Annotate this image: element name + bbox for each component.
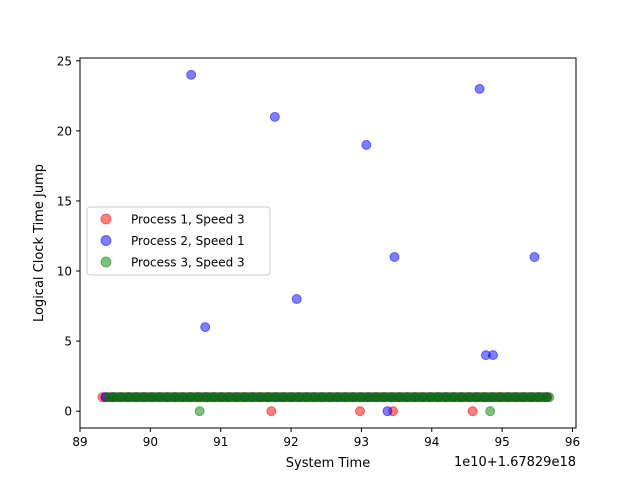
y-axis-label: Logical Clock Time Jump bbox=[32, 164, 47, 322]
x-tick-label: 95 bbox=[494, 435, 509, 449]
data-point-series-2 bbox=[474, 83, 485, 94]
x-axis-label: System Time bbox=[286, 456, 370, 471]
data-point-series-2 bbox=[382, 406, 393, 417]
data-point-series-2 bbox=[361, 139, 372, 150]
x-tick-label: 94 bbox=[424, 435, 439, 449]
data-point-series-2 bbox=[389, 252, 400, 263]
legend-frame bbox=[86, 206, 271, 276]
legend-label: Process 3, Speed 3 bbox=[131, 256, 245, 270]
y-axis-ticks: 0 5 10 15 20 25 bbox=[57, 54, 80, 419]
y-tick-label: 15 bbox=[57, 194, 72, 208]
x-axis-offset-text: 1e10+1.67829e18 bbox=[454, 455, 576, 470]
x-tick-label: 92 bbox=[283, 435, 298, 449]
y-tick-label: 25 bbox=[57, 54, 72, 68]
data-point-series-1 bbox=[467, 406, 478, 417]
data-point-series-2 bbox=[186, 69, 197, 80]
legend-marker bbox=[100, 235, 112, 246]
y-tick-label: 0 bbox=[64, 405, 72, 419]
data-point-series-2 bbox=[487, 350, 498, 361]
legend: Process 1, Speed 3 Process 2, Speed 1 Proc… bbox=[86, 206, 271, 276]
data-point-series-3 bbox=[194, 406, 205, 417]
data-point-series-2 bbox=[269, 111, 280, 122]
data-point-series-1 bbox=[355, 406, 366, 417]
y-tick-label: 5 bbox=[64, 335, 72, 349]
legend-marker bbox=[100, 256, 112, 268]
x-tick-label: 90 bbox=[143, 435, 158, 449]
plot-frame bbox=[79, 57, 577, 429]
data-point-series-2 bbox=[291, 294, 302, 305]
legend-label: Process 2, Speed 1 bbox=[131, 234, 245, 248]
x-tick-label: 89 bbox=[72, 435, 87, 449]
y-tick-label: 20 bbox=[57, 124, 72, 138]
x-tick-label: 93 bbox=[354, 435, 369, 449]
data-points bbox=[97, 69, 555, 417]
data-point-series-2 bbox=[200, 322, 211, 333]
x-tick-label: 91 bbox=[213, 435, 228, 449]
x-axis-ticks: 89 90 91 92 93 94 95 96 bbox=[72, 428, 580, 449]
legend-label: Process 1, Speed 3 bbox=[131, 213, 245, 227]
data-point-series-2 bbox=[529, 252, 540, 263]
data-point-series-3 bbox=[544, 392, 555, 403]
data-point-series-3 bbox=[485, 406, 496, 417]
y-tick-label: 10 bbox=[57, 265, 72, 279]
legend-items: Process 1, Speed 3 Process 2, Speed 1 Proc… bbox=[100, 213, 245, 270]
x-tick-label: 96 bbox=[565, 435, 580, 449]
data-point-series-1 bbox=[266, 406, 277, 417]
legend-marker bbox=[100, 213, 112, 225]
